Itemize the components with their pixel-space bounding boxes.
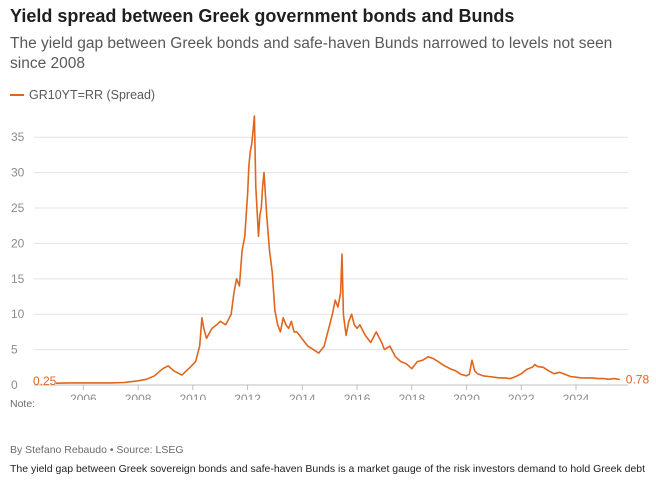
x-tick-label-2010: 2010 <box>179 392 206 400</box>
footer-note: Note: <box>10 398 36 410</box>
y-axis-ticks: 0 5 10 15 20 25 30 35 <box>11 130 25 392</box>
y-tick-label-0: 0 <box>11 378 18 392</box>
y-tick-label-30: 30 <box>11 166 25 180</box>
x-axis: 2006 2008 2010 2012 2014 2016 2018 2020 2022 2024 <box>34 384 628 400</box>
x-tick-label-2022: 2022 <box>508 392 535 400</box>
y-tick-label-10: 10 <box>11 307 25 321</box>
footer-byline: By Stefano Rebaudo • Source: LSEG <box>10 444 184 456</box>
footer-caption: The yield gap between Greek sovereign bo… <box>10 463 646 475</box>
start-value-label: 0.25 <box>33 374 57 388</box>
chart-subtitle: The yield gap between Greek bonds and sa… <box>10 35 613 72</box>
x-tick-label-2008: 2008 <box>125 392 152 400</box>
x-tick-label-2018: 2018 <box>398 392 425 400</box>
y-tick-label-25: 25 <box>11 201 25 215</box>
legend-label: GR10YT=RR (Spread) <box>29 88 156 102</box>
legend-swatch <box>10 94 24 96</box>
y-tick-label-35: 35 <box>11 130 25 144</box>
x-tick-label-2014: 2014 <box>289 392 316 400</box>
end-labels: 0.25 0.78 <box>33 372 649 388</box>
grid-lines <box>34 136 628 351</box>
legend: GR10YT=RR (Spread) <box>10 88 155 102</box>
x-tick-label-2016: 2016 <box>344 392 371 400</box>
y-tick-label-5: 5 <box>11 343 18 357</box>
y-tick-label-20: 20 <box>11 236 25 250</box>
x-tick-label-2020: 2020 <box>453 392 480 400</box>
series-group <box>55 115 620 384</box>
x-tick-label-2024: 2024 <box>563 392 590 400</box>
end-value-label: 0.78 <box>626 372 650 386</box>
chart-title: Yield spread between Greek government bo… <box>10 6 515 26</box>
series-line-0 <box>55 115 620 384</box>
y-tick-label-15: 15 <box>11 272 25 286</box>
x-tick-label-2006: 2006 <box>70 392 97 400</box>
x-tick-label-2012: 2012 <box>234 392 261 400</box>
